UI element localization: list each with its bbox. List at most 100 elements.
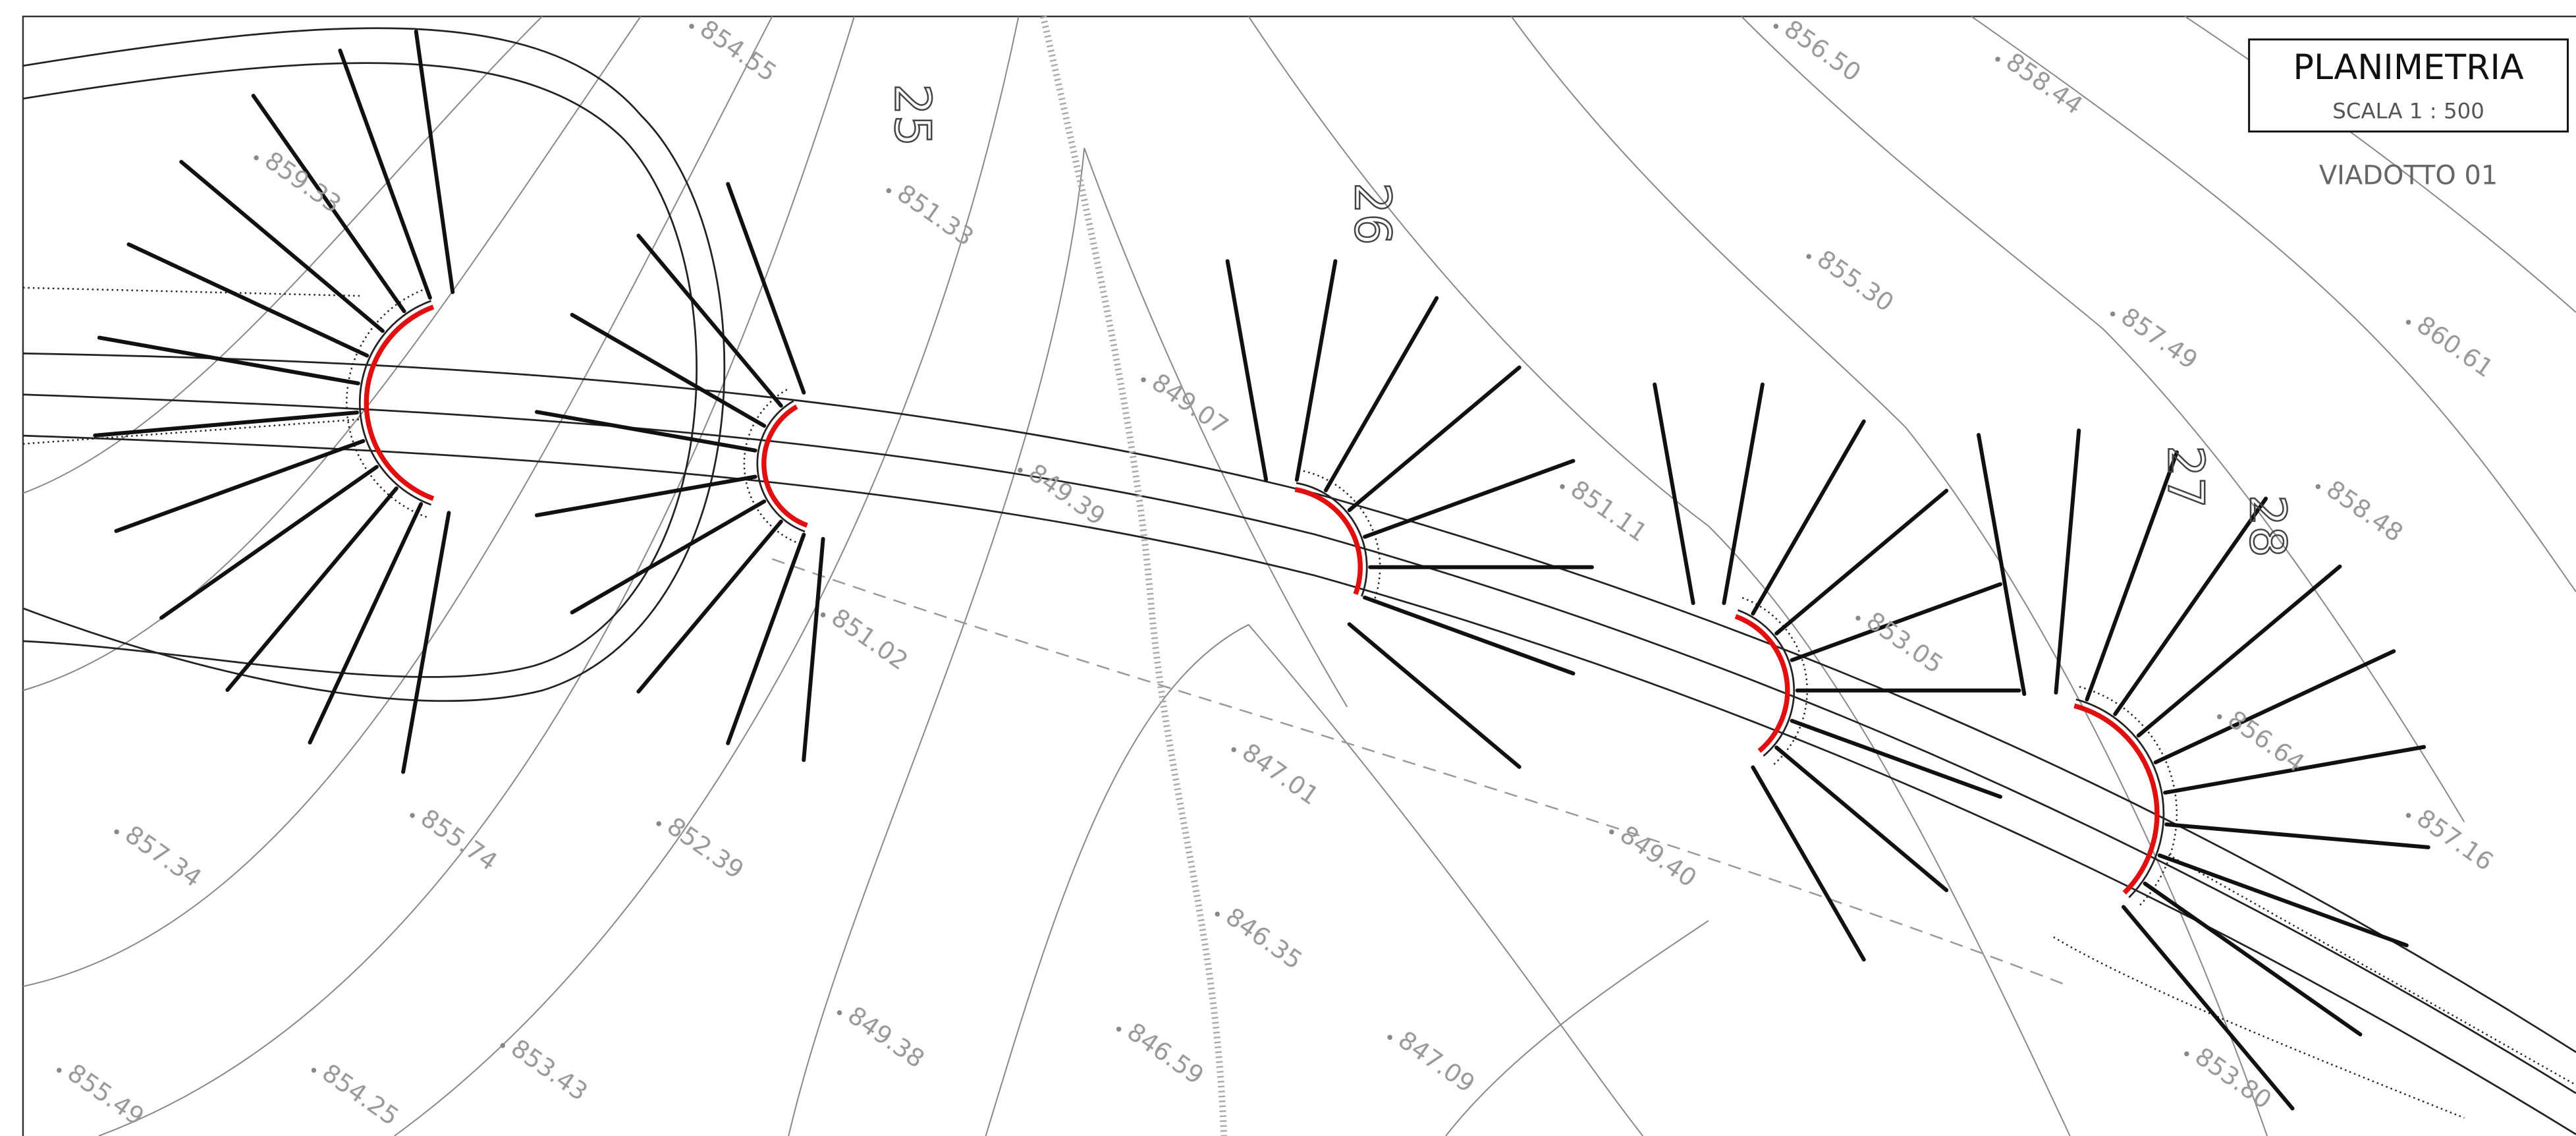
anchor-rod (126, 242, 370, 358)
spot-point (1215, 911, 1220, 917)
spot-point (1609, 829, 1614, 835)
spot-point (2405, 320, 2411, 325)
anchor-rod (1977, 433, 2027, 696)
abutment-edge (2075, 698, 2165, 898)
station-label: 27 (2156, 445, 2214, 508)
anchor-rod (2153, 649, 2396, 764)
anchor-rod (1774, 488, 1949, 636)
anchor-rod (636, 519, 783, 694)
spot-elevation: 846.59 (1122, 1017, 1209, 1090)
spot-point (114, 829, 119, 835)
spot-elevation: 849.07 (1147, 368, 1234, 441)
spot-elevation: 851.33 (892, 179, 979, 252)
station-label: 28 (2239, 495, 2296, 557)
spot-elevation: 856.50 (1779, 14, 1866, 87)
spot-elevation: 855.30 (1812, 244, 1899, 318)
contours (22, 16, 2576, 1136)
outer-slope (1741, 597, 1808, 767)
anchor-rod (1225, 259, 1269, 482)
spot-elevation: 853.80 (2190, 1042, 2277, 1115)
spot-elevation: 855.49 (63, 1058, 150, 1131)
anchor-rod (2143, 881, 2363, 1037)
anchor-rod (2054, 428, 2081, 695)
spot-point (500, 1043, 505, 1048)
spot-point (1141, 377, 1146, 383)
spot-point (254, 155, 259, 161)
spot-point (410, 812, 415, 818)
anchor-rod (93, 411, 359, 438)
spot-point (1855, 615, 1861, 621)
spot-elevation: 857.49 (2116, 302, 2203, 375)
anchor-rod (1774, 745, 1949, 892)
spot-point (689, 24, 694, 29)
title: PLANIMETRIA (2293, 47, 2523, 88)
spot-point (656, 821, 661, 826)
anchor-rod (2157, 853, 2409, 948)
outer-slope (346, 287, 427, 518)
spot-point (2315, 484, 2321, 490)
anchor-rod (338, 48, 432, 300)
spot-point (1116, 1027, 1122, 1032)
abutment-edge (358, 300, 432, 506)
spot-point (1387, 1035, 1392, 1040)
spot-elevation: 847.01 (1237, 737, 1324, 810)
spot-elevation: 853.05 (1861, 606, 1948, 679)
anchor-rod (535, 410, 757, 453)
anchor-rod (1294, 259, 1338, 482)
pier-axis (364, 304, 435, 501)
pier-axis (1734, 613, 1790, 753)
outer-slope (2079, 685, 2178, 908)
spot-elevation: 846.35 (1220, 901, 1307, 975)
anchor-rod (401, 511, 451, 774)
anchor-rod (2163, 745, 2426, 795)
title-block: PLANIMETRIA SCALA 1 : 500 VIADOTTO 01 (2248, 38, 2569, 190)
spot-point (886, 188, 892, 194)
anchor-rod (1751, 419, 1866, 616)
anchor-rod (97, 335, 360, 385)
spot-elevation: 857.34 (120, 820, 207, 893)
spot-point (1018, 467, 1023, 473)
anchor-rod (179, 159, 385, 333)
anchor-rod (570, 312, 767, 428)
anchor-rod (726, 182, 806, 395)
anchor-rod (1347, 622, 1521, 769)
spot-point (836, 1010, 842, 1015)
spot-elevation: 854.55 (695, 14, 782, 87)
spot-elevation: 851.11 (1566, 474, 1653, 548)
spot-point (57, 1067, 62, 1073)
spot-point (2405, 812, 2411, 818)
pier-axis (2073, 703, 2160, 895)
anchor-rod (225, 486, 398, 693)
spot-point (1995, 57, 2000, 62)
anchor-rod (2085, 450, 2179, 702)
anchor-rod (570, 499, 767, 615)
anchor-rod (2122, 905, 2295, 1111)
spot-point (820, 612, 826, 617)
spot-point (1560, 484, 1565, 490)
spot-point (1231, 747, 1236, 753)
abutment-edge (1296, 482, 1368, 597)
spot-elevation: 859.33 (260, 146, 346, 219)
spot-elevation: 855.74 (416, 803, 503, 876)
spot-elevation: 851.02 (826, 602, 913, 675)
anchor-rod (1323, 296, 1439, 493)
anchor-rod (802, 536, 825, 762)
station-label: 26 (1344, 183, 1401, 245)
anchor-rod (1790, 718, 2003, 799)
anchor-rod (535, 474, 757, 517)
anchor-rod (726, 532, 806, 745)
spot-elevation: 857.16 (2411, 803, 2498, 876)
anchor-rod (2113, 496, 2268, 716)
spot-elevation: 856.64 (2223, 704, 2310, 778)
spot-point (2110, 311, 2116, 317)
anchor-rod (2136, 564, 2342, 738)
road-alignment (22, 15, 2576, 1136)
spot-elevation: 849.39 (1024, 458, 1110, 531)
anchor-rod (1363, 459, 1576, 539)
frame (22, 15, 2576, 1136)
anchor-rod (636, 233, 783, 408)
anchor-rod (1790, 582, 2003, 662)
spot-elevation: 849.40 (1615, 820, 1702, 893)
